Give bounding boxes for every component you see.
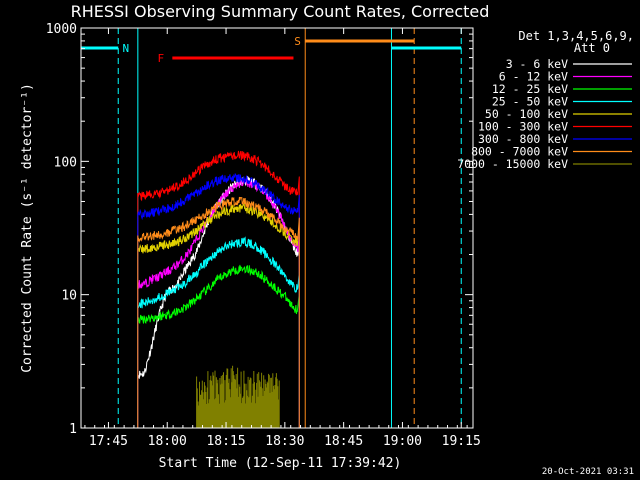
x-tick-label-6: 19:15 bbox=[442, 434, 481, 449]
y-tick-label-1: 100 bbox=[54, 155, 77, 170]
legend-label-5: 100 - 300 keV bbox=[478, 120, 568, 134]
chart-title: RHESSI Observing Summary Count Rates, Co… bbox=[71, 2, 490, 21]
x-tick-label-4: 18:45 bbox=[324, 434, 363, 449]
y-axis-label: Corrected Count Rate (s⁻¹ detector⁻¹) bbox=[20, 83, 35, 373]
plot-area: N F S bbox=[80, 28, 462, 428]
x-tick-label-5: 19:00 bbox=[383, 434, 422, 449]
series-line-2 bbox=[137, 264, 300, 428]
series-path-7 bbox=[137, 196, 300, 428]
legend-label-0: 3 - 6 keV bbox=[506, 57, 568, 71]
series-path-8 bbox=[196, 365, 280, 428]
series-path-1 bbox=[137, 177, 300, 428]
legend-label-6: 300 - 800 keV bbox=[478, 132, 568, 146]
y-tick-label-3: 1 bbox=[69, 422, 77, 437]
series-path-6 bbox=[137, 173, 300, 428]
series-line-7 bbox=[137, 196, 300, 428]
series-path-2 bbox=[137, 264, 300, 428]
legend-header-line-1: Det 1,3,4,5,6,9, bbox=[518, 29, 634, 43]
series-path-3 bbox=[137, 236, 300, 428]
legend-label-2: 12 - 25 keV bbox=[492, 82, 568, 96]
legend-label-1: 6 - 12 keV bbox=[499, 70, 568, 84]
legend-label-7: 800 - 7000 keV bbox=[471, 145, 568, 159]
series-path-4 bbox=[137, 202, 300, 428]
x-tick-label-2: 18:15 bbox=[206, 434, 245, 449]
legend-header-line-2: Att 0 bbox=[574, 41, 610, 55]
x-tick-label-1: 18:00 bbox=[148, 434, 187, 449]
series-line-8 bbox=[196, 365, 280, 428]
legend-label-8: 7000 - 15000 keV bbox=[457, 157, 568, 171]
series-line-5 bbox=[137, 150, 300, 428]
series-line-4 bbox=[137, 202, 300, 428]
y-tick-label-0: 1000 bbox=[46, 22, 77, 37]
series-line-6 bbox=[137, 173, 300, 428]
plot-frame bbox=[80, 27, 474, 429]
x-axis-label: Start Time (12-Sep-11 17:39:42) bbox=[159, 456, 402, 471]
series-line-1 bbox=[137, 177, 300, 428]
annotation-n: N bbox=[123, 42, 130, 55]
x-tick-label-3: 18:30 bbox=[265, 434, 304, 449]
series-path-5 bbox=[137, 150, 300, 428]
legend-label-3: 25 - 50 keV bbox=[492, 95, 568, 109]
annotation-s: S bbox=[294, 35, 301, 48]
annotation-f: F bbox=[157, 52, 164, 65]
series-line-3 bbox=[137, 236, 300, 428]
y-tick-label-2: 10 bbox=[61, 289, 77, 304]
footer-date: 20-Oct-2021 03:31 bbox=[542, 467, 634, 477]
axes: 17:45 18:00 18:15 18:30 18:45 19:00 19:15 1000 1… bbox=[46, 22, 481, 449]
legend-label-4: 50 - 100 keV bbox=[485, 107, 568, 121]
x-tick-label-0: 17:45 bbox=[89, 434, 128, 449]
